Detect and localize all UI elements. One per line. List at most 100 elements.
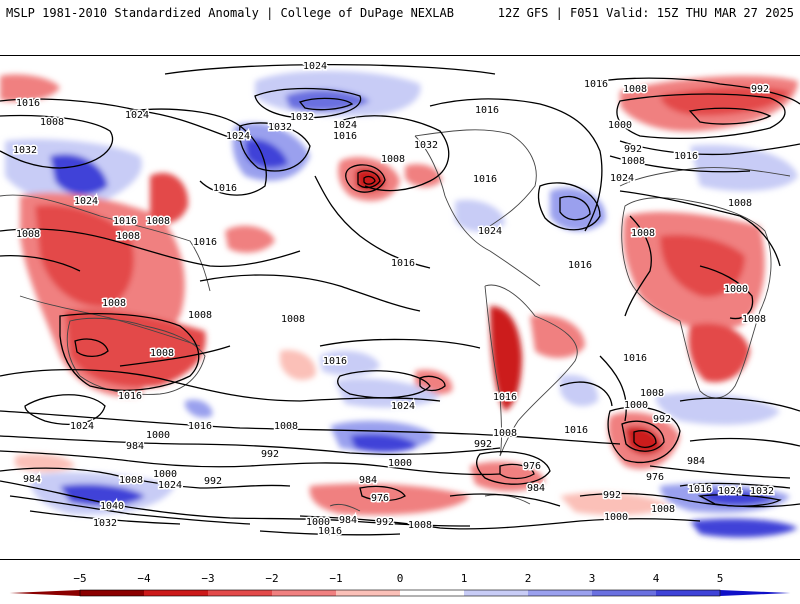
isobar-label: 1008 (16, 229, 40, 240)
isobar-label: 1016 (193, 237, 217, 248)
isobar-label: 984 (339, 515, 357, 526)
isobar-label: 1008 (150, 348, 174, 359)
isobar-label: 1016 (118, 391, 142, 402)
colorbar-segment (400, 590, 433, 596)
isobar-label: 1024 (391, 401, 415, 412)
isobar-label: 1016 (391, 258, 415, 269)
isobar-label: 1016 (188, 421, 212, 432)
isobar-label: 1008 (116, 231, 140, 242)
isobar-label: 1016 (213, 183, 237, 194)
anomaly-colorbar: −5 −4 −3 −2 −1 0 1 2 3 4 5 (0, 566, 800, 600)
isobar-label: 984 (126, 441, 144, 452)
isobar-label: 992 (261, 449, 279, 460)
colorbar-arrow-right (720, 590, 791, 596)
isobar-label: 992 (603, 490, 621, 501)
colorbar-segment (144, 590, 177, 596)
colorbar-scale: −5 −4 −3 −2 −1 0 1 2 3 4 5 (9, 572, 791, 597)
isobar-label: 1016 (674, 151, 698, 162)
isobar-label: 1032 (13, 145, 37, 156)
isobar-label: 1000 (608, 120, 632, 131)
colorbar-tick-label: 1 (461, 572, 468, 585)
isobar-label: 992 (376, 517, 394, 528)
colorbar-segment (688, 590, 721, 596)
isobar-label: 1008 (742, 314, 766, 325)
isobar-label: 1016 (568, 260, 592, 271)
isobar-label: 1008 (621, 156, 645, 167)
colorbar-segment (464, 590, 497, 596)
isobar-label: 1016 (323, 356, 347, 367)
isobar-label: 1024 (70, 421, 94, 432)
isobar-label: 1000 (153, 469, 177, 480)
isobar-label: 1016 (584, 79, 608, 90)
isobar-label: 1024 (610, 173, 634, 184)
colorbar-tick-label: −2 (265, 572, 278, 585)
colorbar-segment (592, 590, 625, 596)
isobar-label: 992 (624, 144, 642, 155)
isobar-label: 976 (371, 493, 389, 504)
colorbar-segment (208, 590, 241, 596)
colorbar-tick-label: 5 (717, 572, 724, 585)
colorbar-arrow-left (9, 590, 81, 596)
isobar-label: 1040 (100, 501, 124, 512)
isobar-label: 1016 (318, 526, 342, 537)
isobar-label: 1032 (290, 112, 314, 123)
colorbar-segment (176, 590, 209, 596)
isobar-label: 1008 (640, 388, 664, 399)
isobar-label: 1016 (493, 392, 517, 403)
isobar-label: 1008 (102, 298, 126, 309)
isobar-label: 1032 (268, 122, 292, 133)
isobar-label: 984 (23, 474, 41, 485)
colorbar-tick-label: 2 (525, 572, 532, 585)
isobar-label: 1008 (493, 428, 517, 439)
isobar-label: 984 (687, 456, 705, 467)
isobar-label: 984 (527, 483, 545, 494)
colorbar-tick-label: −4 (137, 572, 151, 585)
isobar-label: 992 (653, 414, 671, 425)
isobar-label: 1024 (158, 480, 182, 491)
isobar-label: 1016 (113, 216, 137, 227)
colorbar-segment (240, 590, 273, 596)
isobar-label: 1008 (274, 421, 298, 432)
isobar-label: 1024 (226, 131, 250, 142)
isobar-label: 1016 (16, 98, 40, 109)
isobar-label: 1000 (306, 517, 330, 528)
isobar-label: 1024 (74, 196, 98, 207)
isobar-label: 1008 (188, 310, 212, 321)
model-run-label: 12Z GFS | F051 Valid: 15Z THU MAR 27 202… (497, 6, 794, 20)
isobar-label: 976 (523, 461, 541, 472)
colorbar-segment (368, 590, 401, 596)
isobar-label: 1008 (728, 198, 752, 209)
isobar-label: 1032 (414, 140, 438, 151)
colorbar-segment (80, 590, 113, 596)
isobar-label: 1008 (381, 154, 405, 165)
isobar-label: 1000 (724, 284, 748, 295)
isobar-label: 1008 (146, 216, 170, 227)
isobar-label: 1016 (564, 425, 588, 436)
isobar-label: 1016 (475, 105, 499, 116)
isobar-label: 984 (359, 475, 377, 486)
isobar-label: 1016 (473, 174, 497, 185)
isobar-label: 1008 (119, 475, 143, 486)
isobar-label: 976 (646, 472, 664, 483)
colorbar-segment (336, 590, 369, 596)
map-canvas: 1024101610081024103210241032103210241016… (0, 60, 800, 539)
colorbar-segment (624, 590, 657, 596)
isobar-labels: 1024101610081024103210241032103210241016… (11, 60, 775, 539)
isobar-label: 1024 (303, 61, 327, 72)
isobar-label: 1016 (688, 484, 712, 495)
isobar-label: 992 (204, 476, 222, 487)
isobar-label: 1008 (631, 228, 655, 239)
isobar-label: 1024 (718, 486, 742, 497)
isobar-label: 1032 (93, 518, 117, 529)
colorbar-tick-label: −3 (201, 572, 214, 585)
isobar-label: 1024 (333, 120, 357, 131)
isobar-label: 1008 (651, 504, 675, 515)
isobar-label: 1024 (478, 226, 502, 237)
colorbar-segment (432, 590, 465, 596)
colorbar-segment (272, 590, 305, 596)
colorbar-tick-label: −5 (73, 572, 86, 585)
colorbar-outline (79, 589, 721, 597)
isobar-label: 1024 (125, 110, 149, 121)
colorbar-segment (304, 590, 337, 596)
anomaly-map: 1024 1016 1008 1024 1032 1024 1032 1032 1024 1016… (0, 55, 800, 560)
